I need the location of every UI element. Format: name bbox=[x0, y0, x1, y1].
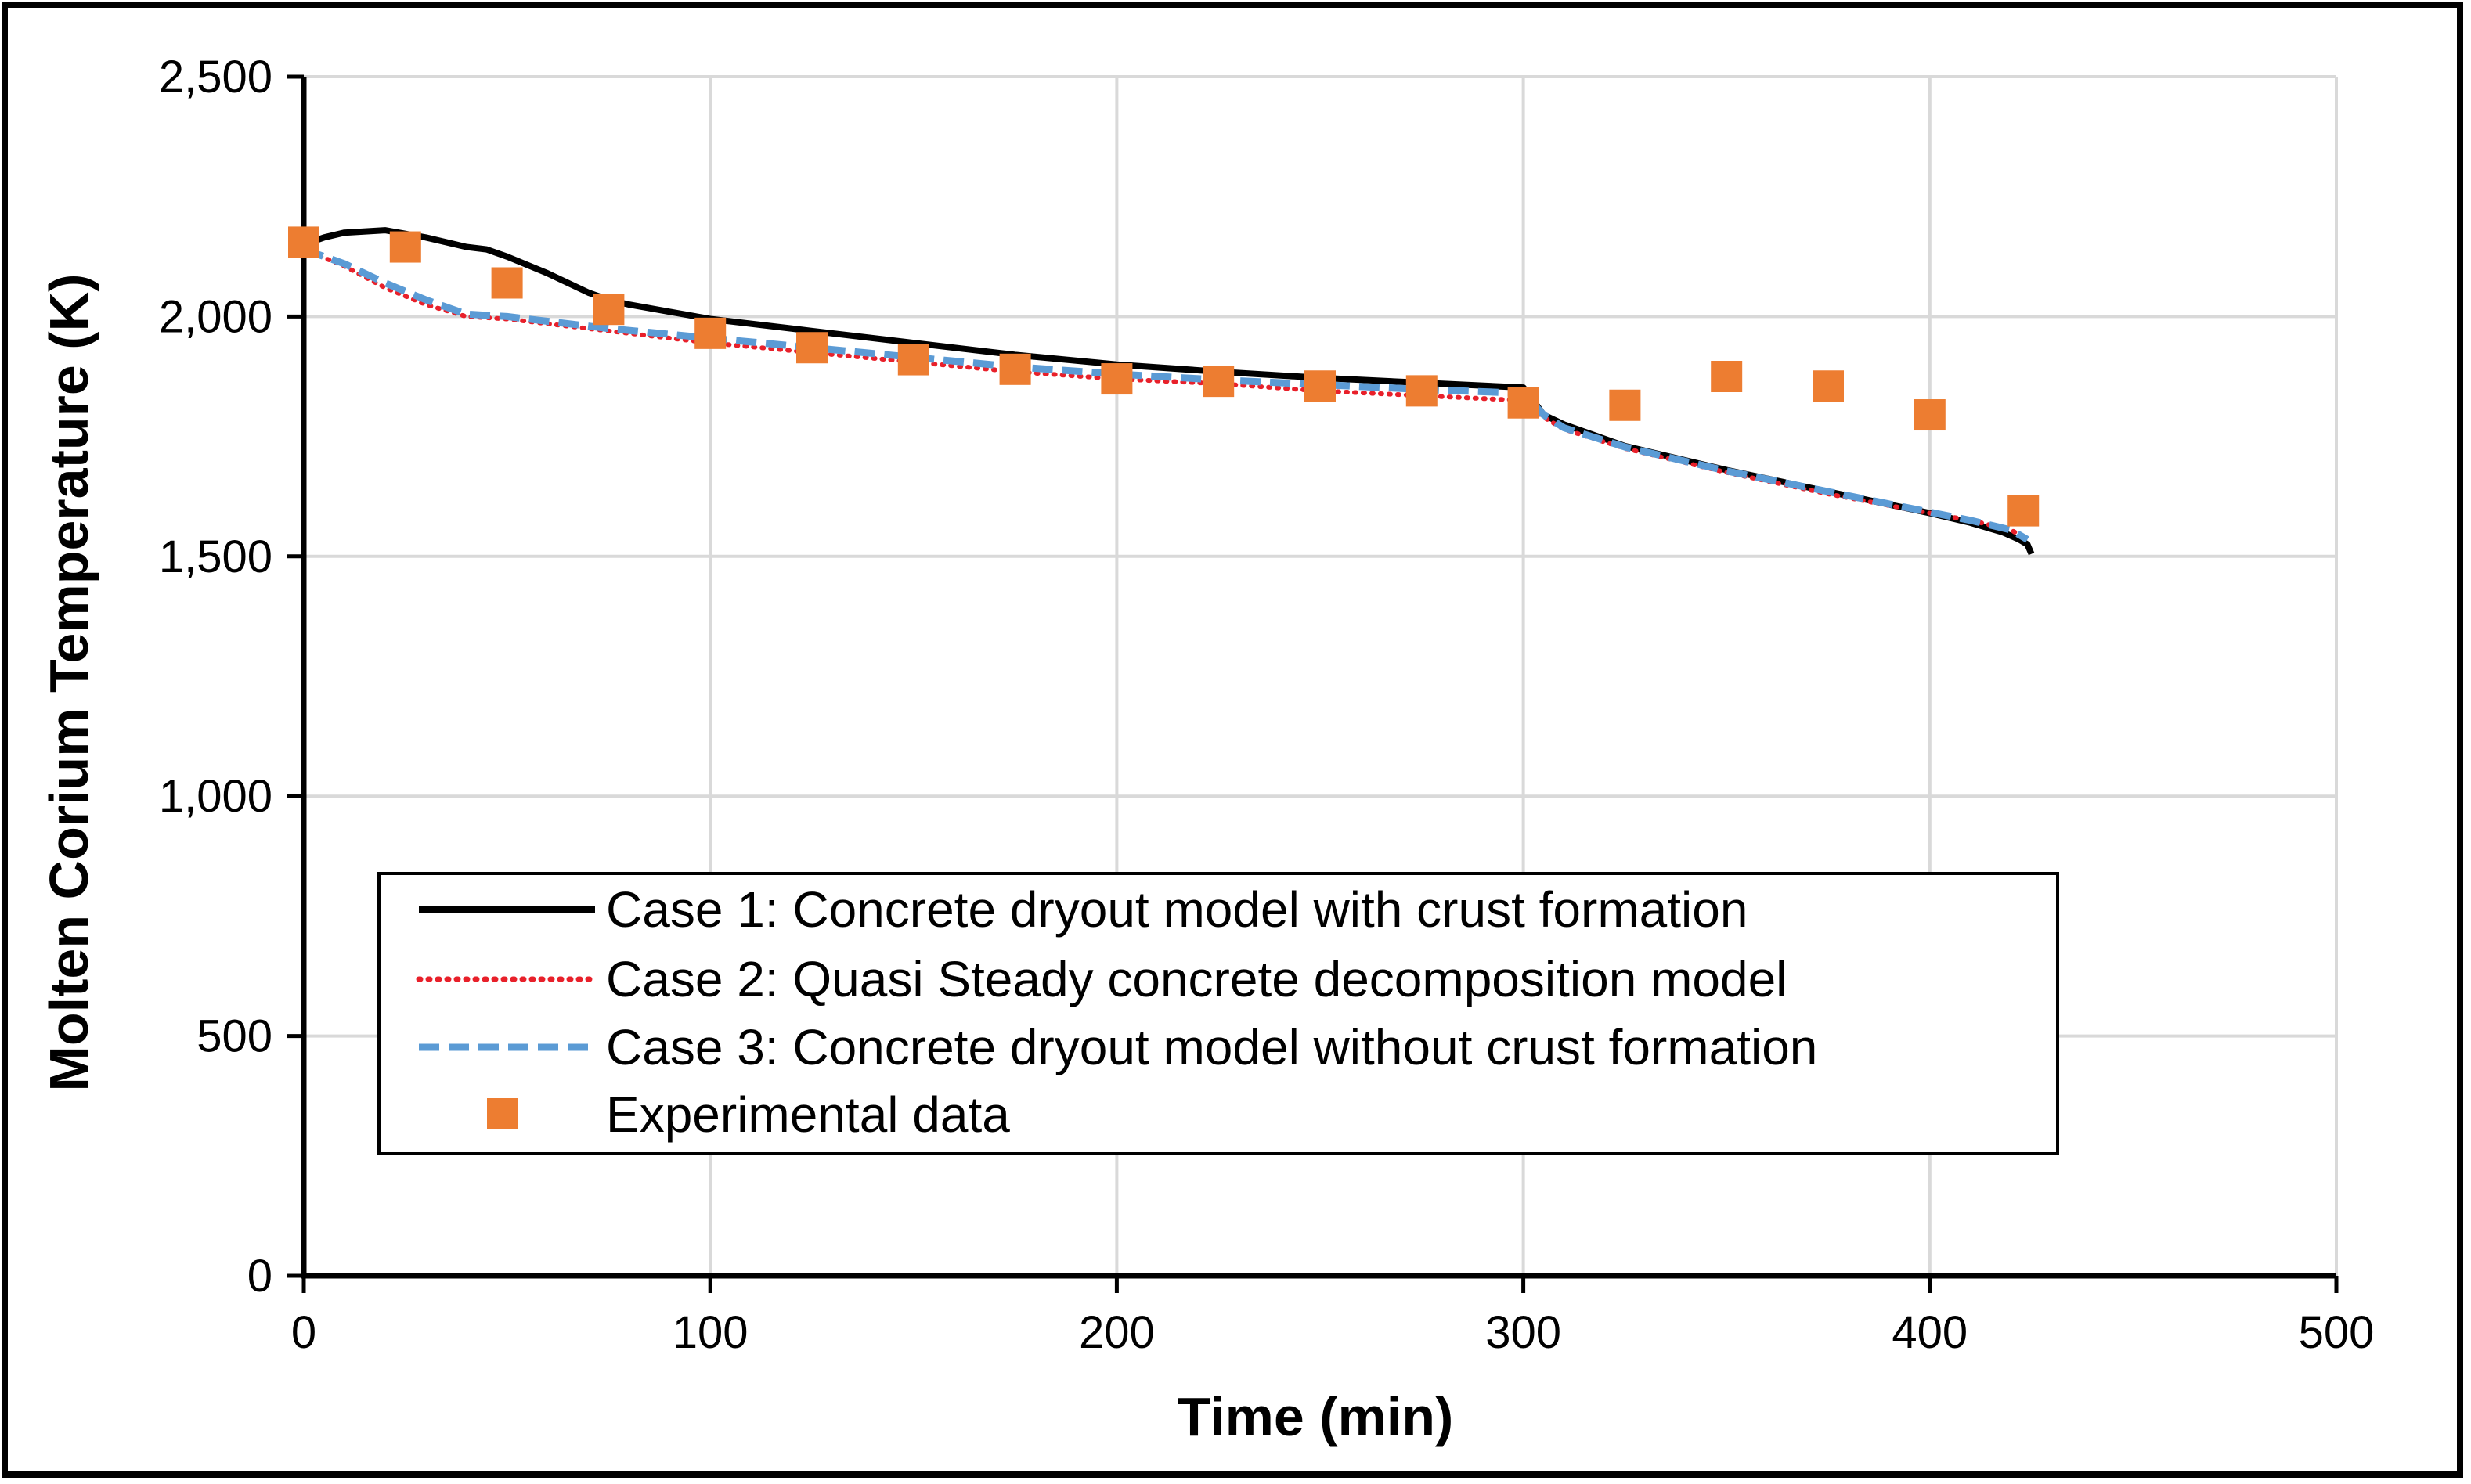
y-tick-label: 1,500 bbox=[159, 531, 272, 582]
axes bbox=[301, 77, 2336, 1279]
x-tick-label: 100 bbox=[673, 1307, 749, 1358]
y-tick-label: 0 bbox=[247, 1251, 272, 1302]
experimental-data-point bbox=[1405, 375, 1438, 407]
experimental-data-point bbox=[1507, 387, 1539, 419]
x-tick-label: 500 bbox=[2299, 1307, 2375, 1358]
experimental-data-point bbox=[1813, 370, 1844, 402]
y-tick-label: 2,000 bbox=[159, 291, 272, 342]
legend-box bbox=[377, 872, 2059, 1155]
y-tick-label: 2,500 bbox=[159, 52, 272, 103]
experimental-data-point bbox=[288, 226, 319, 258]
x-axis-title: Time (min) bbox=[1178, 1386, 1454, 1447]
x-tick-label: 300 bbox=[1485, 1307, 1561, 1358]
experimental-data-point bbox=[593, 294, 625, 326]
experimental-data-point bbox=[1609, 389, 1641, 421]
experimental-data-point bbox=[897, 344, 929, 376]
experimental-data-point bbox=[999, 353, 1031, 385]
plot-area bbox=[288, 226, 2040, 556]
x-axis-ticks: 0 100 200 300 400 500 bbox=[291, 1276, 2375, 1358]
legend-label-case-1: Case 1: Concrete dryout model with crust… bbox=[606, 881, 1748, 938]
experimental-data-point bbox=[389, 231, 421, 263]
legend-label-case-3: Case 3: Concrete dryout model without cr… bbox=[606, 1019, 1817, 1075]
experimental-data-point bbox=[1914, 399, 1946, 431]
x-tick-label: 400 bbox=[1892, 1307, 1968, 1358]
experimental-data-point bbox=[1101, 363, 1133, 395]
experimental-data-point bbox=[1711, 361, 1743, 392]
legend-label-case-2: Case 2: Quasi Steady concrete decomposit… bbox=[606, 951, 1787, 1007]
experimental-data-point bbox=[796, 332, 828, 364]
experimental-data-point bbox=[1203, 366, 1235, 398]
experimental-data-point bbox=[2007, 495, 2040, 527]
experimental-data-point bbox=[1304, 370, 1336, 402]
y-axis-title: Molten Corium Temperature (K) bbox=[38, 274, 99, 1092]
x-tick-label: 0 bbox=[291, 1307, 316, 1358]
y-tick-label: 1,000 bbox=[159, 771, 272, 822]
legend-label-experimental: Experimental data bbox=[606, 1086, 1010, 1143]
legend-swatch-experimental bbox=[487, 1098, 518, 1129]
legend: Case 1: Concrete dryout model with crust… bbox=[377, 872, 2059, 1155]
y-tick-label: 500 bbox=[197, 1011, 272, 1062]
x-tick-label: 200 bbox=[1079, 1307, 1155, 1358]
experimental-data-point bbox=[694, 317, 727, 349]
y-axis-ticks: 0 500 1,000 1,500 2,000 2,500 bbox=[159, 52, 304, 1302]
experimental-data-point bbox=[491, 267, 523, 299]
